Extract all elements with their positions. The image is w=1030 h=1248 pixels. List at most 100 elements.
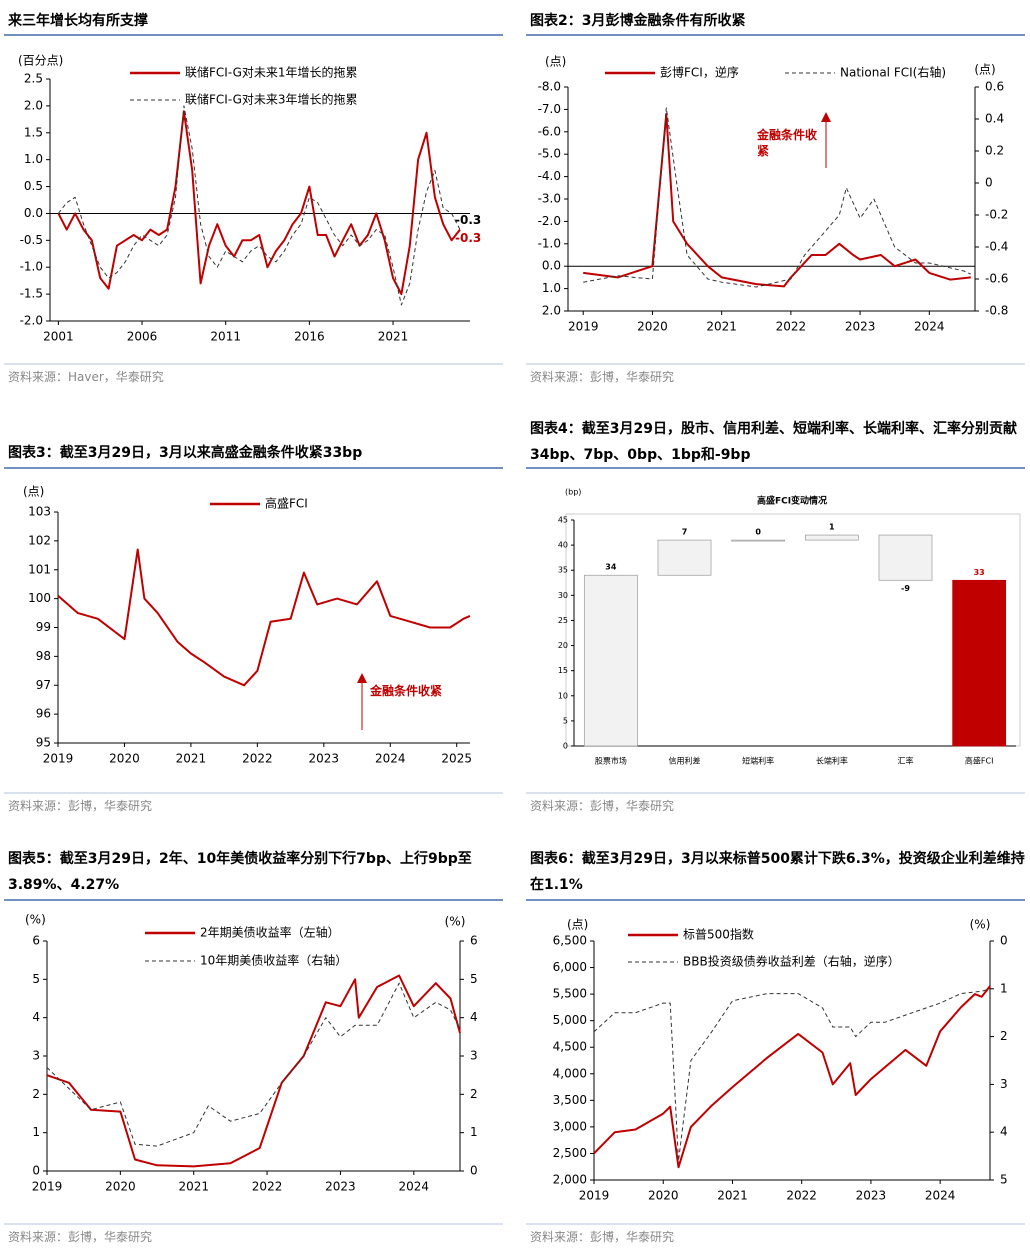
bar-value-label: 0 bbox=[755, 528, 761, 537]
x-tick-label: 2019 bbox=[32, 1180, 63, 1194]
x-tick-label: 2024 bbox=[925, 1189, 956, 1203]
series-line bbox=[57, 548, 471, 687]
y2-tick-label: -0.4 bbox=[985, 240, 1008, 254]
y-tick-label: 103 bbox=[28, 505, 51, 519]
x-tick-label: 2022 bbox=[242, 752, 273, 766]
figure-title: 图表2：3月彭博金融条件有所收紧 bbox=[530, 13, 746, 29]
x-tick-label: 2016 bbox=[294, 330, 325, 344]
x-tick-label: 2021 bbox=[717, 1189, 748, 1203]
x-tick-label: 信用利差 bbox=[669, 756, 701, 766]
y-tick-label: 102 bbox=[28, 533, 51, 547]
x-tick-label: 2020 bbox=[648, 1189, 679, 1203]
figure-title: 图表5：截至3月29日，2年、10年美债收益率分别下行7bp、上行9bp至3.8… bbox=[8, 851, 472, 893]
y-tick-label: 98 bbox=[36, 649, 51, 663]
x-tick-label: 2025 bbox=[441, 752, 472, 766]
x-tick-label: 2019 bbox=[568, 320, 599, 334]
y-tick-label: 40 bbox=[558, 541, 568, 550]
y-tick-label: -2.0 bbox=[20, 314, 43, 328]
x-tick-label: 2021 bbox=[176, 752, 207, 766]
y-tick-label: 5 bbox=[32, 972, 40, 986]
y-tick-label: 4,000 bbox=[553, 1066, 587, 1080]
y-tick-label: 1.0 bbox=[24, 152, 43, 166]
legend-label: 联储FCI-G对未来1年增长的拖累 bbox=[185, 65, 358, 80]
legend-label: 彭博FCI，逆序 bbox=[660, 65, 739, 80]
bar-value-label: 33 bbox=[974, 568, 985, 577]
y-tick-label: -5.0 bbox=[538, 147, 561, 161]
legend-label: 2年期美债收益率（左轴） bbox=[200, 925, 340, 940]
y-tick-label: 3,000 bbox=[553, 1119, 587, 1133]
x-tick-label: 2024 bbox=[375, 752, 406, 766]
series-line bbox=[58, 105, 461, 306]
y-tick-label: 5,500 bbox=[553, 987, 587, 1001]
y-axis-label: (百分点) bbox=[18, 54, 63, 68]
y2-tick-label: 2 bbox=[1000, 1029, 1008, 1043]
arrow-head bbox=[357, 673, 367, 683]
x-tick-label: 2020 bbox=[109, 752, 140, 766]
annotation: -0.3 bbox=[455, 213, 482, 227]
x-tick-label: 2020 bbox=[637, 320, 668, 334]
x-tick-label: 股票市场 bbox=[595, 756, 627, 766]
y-tick-label: -1.0 bbox=[538, 236, 561, 250]
legend-label: 10年期美债收益率（右轴） bbox=[200, 953, 347, 968]
series-line bbox=[583, 107, 972, 288]
x-tick-label: 2022 bbox=[776, 320, 807, 334]
x-tick-label: 2011 bbox=[210, 330, 241, 344]
x-tick-label: 2023 bbox=[856, 1189, 887, 1203]
bar bbox=[583, 574, 638, 747]
y-axis-label: (点) bbox=[567, 918, 588, 932]
y-tick-label: -1.5 bbox=[20, 287, 43, 301]
y-tick-label: 6,500 bbox=[553, 934, 587, 948]
y2-tick-label: 2 bbox=[470, 1087, 478, 1101]
y-tick-label: 35 bbox=[558, 566, 568, 575]
y-tick-label: 0.0 bbox=[542, 259, 561, 273]
x-tick-label: 2019 bbox=[43, 752, 74, 766]
y-tick-label: 95 bbox=[36, 736, 51, 750]
y2-tick-label: 5 bbox=[1000, 1173, 1008, 1187]
legend-label: 高盛FCI bbox=[265, 496, 308, 511]
y-tick-label: 25 bbox=[558, 616, 568, 625]
x-tick-label: 2023 bbox=[325, 1180, 356, 1194]
y2-tick-label: 4 bbox=[470, 1010, 478, 1024]
series-line bbox=[593, 985, 991, 1169]
annotation: 金融条件收紧 bbox=[757, 128, 818, 158]
bar bbox=[952, 579, 1007, 747]
y-tick-label: 100 bbox=[28, 591, 51, 605]
y-tick-label: -6.0 bbox=[538, 124, 561, 138]
x-tick-label: 2023 bbox=[309, 752, 340, 766]
y-tick-label: 1.5 bbox=[24, 125, 43, 139]
y-tick-label: 0.0 bbox=[24, 206, 43, 220]
y2-tick-label: 4 bbox=[1000, 1125, 1008, 1139]
y-tick-label: 2.0 bbox=[24, 98, 43, 112]
figure-title: 图表6：截至3月29日，3月以来标普500累计下跌6.3%，投资级企业利差维持在… bbox=[530, 851, 1025, 893]
y-tick-label: 30 bbox=[558, 591, 568, 600]
y-tick-label: 99 bbox=[36, 620, 51, 634]
bar bbox=[878, 534, 933, 581]
x-tick-label: 2019 bbox=[579, 1189, 610, 1203]
x-tick-label: 2021 bbox=[706, 320, 737, 334]
y-tick-label: -0.5 bbox=[20, 233, 43, 247]
y-tick-label: 15 bbox=[558, 666, 568, 675]
y-axis-label: (点) bbox=[545, 55, 566, 69]
source-note: 资料来源：Haver，华泰研究 bbox=[8, 370, 164, 384]
y-tick-label: 20 bbox=[558, 641, 568, 650]
bar bbox=[804, 534, 859, 541]
source-note: 资料来源：彭博，华泰研究 bbox=[8, 1230, 153, 1244]
y-axis-label: (bp) bbox=[565, 488, 581, 497]
y-tick-label: 6 bbox=[32, 934, 40, 948]
bar-value-label: -9 bbox=[901, 584, 910, 593]
x-tick-label: 2024 bbox=[914, 320, 945, 334]
bar-value-label: 34 bbox=[605, 563, 617, 572]
x-tick-label: 汇率 bbox=[898, 756, 914, 766]
series-line bbox=[593, 988, 991, 1162]
source-note: 资料来源：彭博，华泰研究 bbox=[530, 1230, 675, 1244]
y-tick-label: 2 bbox=[32, 1087, 40, 1101]
y2-tick-label: 5 bbox=[470, 972, 478, 986]
series-line bbox=[46, 974, 461, 1168]
source-note: 资料来源：彭博，华泰研究 bbox=[530, 370, 675, 384]
y-tick-label: 10 bbox=[558, 691, 568, 700]
y-tick-label: 6,000 bbox=[553, 960, 587, 974]
x-tick-label: 长端利率 bbox=[816, 756, 848, 766]
y-tick-label: 3,500 bbox=[553, 1093, 587, 1107]
y2-tick-label: 3 bbox=[1000, 1077, 1008, 1091]
